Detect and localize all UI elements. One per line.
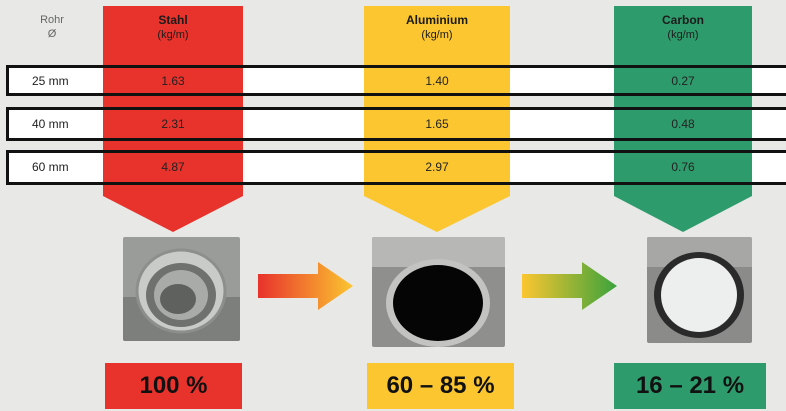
row-fill-25mm-c <box>510 66 614 94</box>
carbon-column-banner <box>614 6 752 232</box>
row-fill-60mm-a <box>6 151 103 183</box>
row-fill-40mm-b <box>243 108 364 140</box>
row-label-60mm: 60 mm <box>32 160 69 174</box>
stahl-40mm-value: 2.31 <box>161 117 185 131</box>
stahl-unit: (kg/m) <box>157 29 189 41</box>
stahl-percentage: 100 % <box>105 363 242 409</box>
rohr-label: Rohr <box>40 14 64 26</box>
row-fill-60mm-d <box>752 151 786 183</box>
carbon-name: Carbon <box>662 13 704 27</box>
row-fill-60mm-c <box>510 151 614 183</box>
row-label-40mm: 40 mm <box>32 117 69 131</box>
carbon-tube-photo <box>647 237 752 343</box>
row-fill-25mm-b <box>243 66 364 94</box>
row-fill-25mm-d <box>752 66 786 94</box>
carbon-60mm-value: 0.76 <box>671 160 695 174</box>
row-fill-60mm-b <box>243 151 364 183</box>
aluminium-40mm-value: 1.65 <box>425 117 449 131</box>
aluminium-column-banner <box>364 6 510 232</box>
row-border-60mm <box>6 150 786 185</box>
diameter-symbol: Ø <box>47 28 57 40</box>
row-fill-25mm-a <box>6 66 103 94</box>
carbon-percentage: 16 – 21 % <box>614 363 766 409</box>
aluminium-60mm-value: 2.97 <box>425 160 449 174</box>
aluminium-name: Aluminium <box>406 13 468 27</box>
row-fill-40mm-d <box>752 108 786 140</box>
stahl-header: Stahl (kg/m) <box>103 13 243 42</box>
carbon-header: Carbon (kg/m) <box>614 13 752 42</box>
rohr-header: Rohr Ø <box>22 13 82 41</box>
stahl-60mm-value: 4.87 <box>161 160 185 174</box>
stahl-25mm-value: 1.63 <box>161 74 185 88</box>
stahl-column-banner <box>103 6 243 232</box>
aluminium-tube-photo <box>372 237 505 347</box>
row-label-25mm: 25 mm <box>32 74 69 88</box>
row-border-40mm <box>6 107 786 141</box>
aluminium-25mm-value: 1.40 <box>425 74 449 88</box>
carbon-40mm-value: 0.48 <box>671 117 695 131</box>
aluminium-unit: (kg/m) <box>421 29 453 41</box>
row-border-25mm <box>6 65 786 96</box>
carbon-unit: (kg/m) <box>667 29 699 41</box>
stahl-name: Stahl <box>158 13 188 27</box>
carbon-25mm-value: 0.27 <box>671 74 695 88</box>
yellow-to-green-arrow-icon <box>522 262 617 310</box>
aluminium-header: Aluminium (kg/m) <box>364 13 510 42</box>
red-to-yellow-arrow-icon <box>258 262 353 310</box>
aluminium-percentage: 60 – 85 % <box>367 363 514 409</box>
row-fill-40mm-c <box>510 108 614 140</box>
row-fill-40mm-a <box>6 108 103 140</box>
steel-tube-photo <box>123 237 240 341</box>
